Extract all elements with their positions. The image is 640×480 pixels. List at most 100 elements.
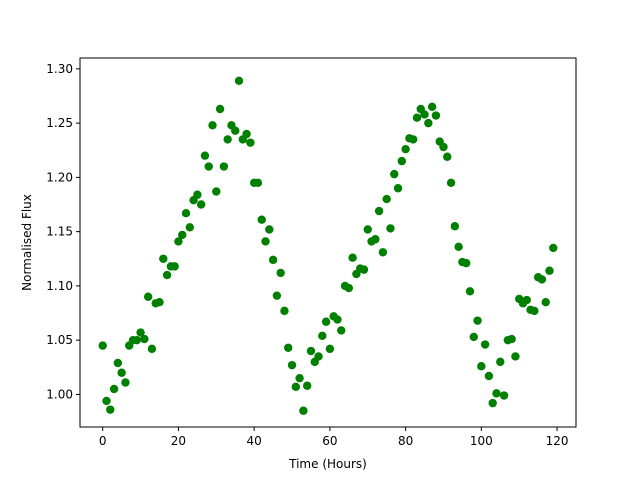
data-point bbox=[299, 406, 308, 415]
data-point bbox=[469, 332, 478, 342]
data-point bbox=[170, 262, 179, 271]
data-point bbox=[261, 237, 270, 246]
data-point bbox=[234, 76, 244, 85]
data-point bbox=[382, 194, 391, 204]
data-point bbox=[280, 306, 289, 316]
data-point bbox=[109, 384, 119, 394]
data-point bbox=[302, 381, 312, 390]
data-point bbox=[231, 126, 240, 135]
data-point bbox=[363, 225, 372, 234]
data-point bbox=[420, 110, 429, 119]
data-point bbox=[393, 184, 403, 193]
data-point bbox=[287, 360, 297, 370]
data-point bbox=[499, 391, 509, 400]
data-point bbox=[314, 352, 323, 361]
data-points bbox=[98, 76, 558, 415]
data-point bbox=[265, 225, 274, 234]
data-point bbox=[397, 156, 407, 166]
x-axis-label: Time (Hours) bbox=[288, 457, 367, 471]
y-tick-label: 1.00 bbox=[46, 387, 73, 401]
data-point bbox=[477, 362, 486, 371]
data-point bbox=[465, 287, 475, 296]
data-point bbox=[530, 306, 539, 316]
data-point bbox=[98, 341, 107, 350]
data-point bbox=[450, 222, 460, 231]
data-point bbox=[549, 243, 558, 253]
data-point bbox=[147, 344, 157, 354]
data-point bbox=[140, 334, 149, 344]
data-point bbox=[268, 255, 278, 265]
data-point bbox=[242, 129, 251, 139]
data-point bbox=[106, 405, 115, 414]
data-point bbox=[113, 358, 123, 368]
y-tick-label: 1.05 bbox=[46, 333, 73, 347]
data-point bbox=[208, 121, 217, 130]
data-point bbox=[333, 315, 342, 324]
data-point bbox=[193, 190, 202, 199]
data-point bbox=[121, 378, 130, 387]
data-point bbox=[159, 254, 168, 263]
data-point bbox=[443, 152, 452, 161]
data-point bbox=[344, 283, 354, 293]
data-point bbox=[181, 209, 191, 218]
data-point bbox=[348, 253, 357, 262]
x-tick-label: 60 bbox=[322, 434, 337, 448]
data-point bbox=[257, 215, 266, 224]
data-point bbox=[295, 373, 304, 383]
data-point bbox=[371, 235, 380, 244]
data-point bbox=[291, 382, 301, 392]
data-point bbox=[386, 224, 395, 233]
data-point bbox=[462, 258, 471, 268]
data-point bbox=[246, 138, 255, 147]
plot-frame bbox=[79, 57, 577, 428]
data-point bbox=[541, 297, 550, 307]
data-point bbox=[276, 268, 285, 278]
data-point bbox=[102, 396, 111, 406]
data-point bbox=[117, 368, 126, 377]
data-point bbox=[196, 200, 206, 209]
x-tick-label: 40 bbox=[247, 434, 262, 448]
data-point bbox=[427, 102, 437, 112]
y-axis-ticks: 1.00 1.05 1.10 1.15 1.20 1.25 1.30 bbox=[46, 62, 80, 401]
data-point bbox=[337, 326, 346, 335]
data-point bbox=[284, 343, 293, 352]
data-point bbox=[390, 169, 399, 179]
data-point bbox=[132, 335, 141, 345]
data-point bbox=[439, 142, 448, 152]
data-point bbox=[212, 187, 221, 196]
x-tick-label: 20 bbox=[171, 434, 186, 448]
data-point bbox=[325, 344, 335, 354]
data-point bbox=[545, 266, 554, 275]
data-point bbox=[431, 111, 441, 120]
x-tick-label: 80 bbox=[398, 434, 413, 448]
data-point bbox=[492, 389, 501, 398]
data-point bbox=[424, 118, 433, 128]
data-point bbox=[537, 275, 547, 284]
data-point bbox=[174, 237, 183, 246]
y-tick-label: 1.15 bbox=[46, 225, 73, 239]
data-point bbox=[446, 178, 456, 188]
plot-area bbox=[80, 58, 576, 427]
data-point bbox=[178, 230, 187, 240]
data-point bbox=[374, 206, 384, 216]
data-point bbox=[507, 334, 516, 344]
data-point bbox=[412, 113, 422, 122]
data-point bbox=[204, 162, 213, 171]
x-axis-ticks: 0 20 40 60 80 100 120 bbox=[99, 427, 569, 448]
data-point bbox=[488, 398, 497, 408]
data-point bbox=[454, 242, 463, 252]
data-point bbox=[253, 178, 263, 188]
data-point bbox=[359, 265, 369, 274]
x-tick-label: 120 bbox=[546, 434, 569, 448]
data-point bbox=[272, 291, 282, 300]
data-point bbox=[143, 292, 153, 301]
x-tick-label: 0 bbox=[99, 434, 107, 448]
data-point bbox=[185, 223, 194, 232]
data-point bbox=[321, 317, 331, 326]
data-point bbox=[408, 135, 418, 144]
data-point bbox=[496, 357, 505, 367]
data-point bbox=[318, 331, 327, 341]
data-point bbox=[522, 295, 531, 305]
data-point bbox=[473, 316, 482, 325]
